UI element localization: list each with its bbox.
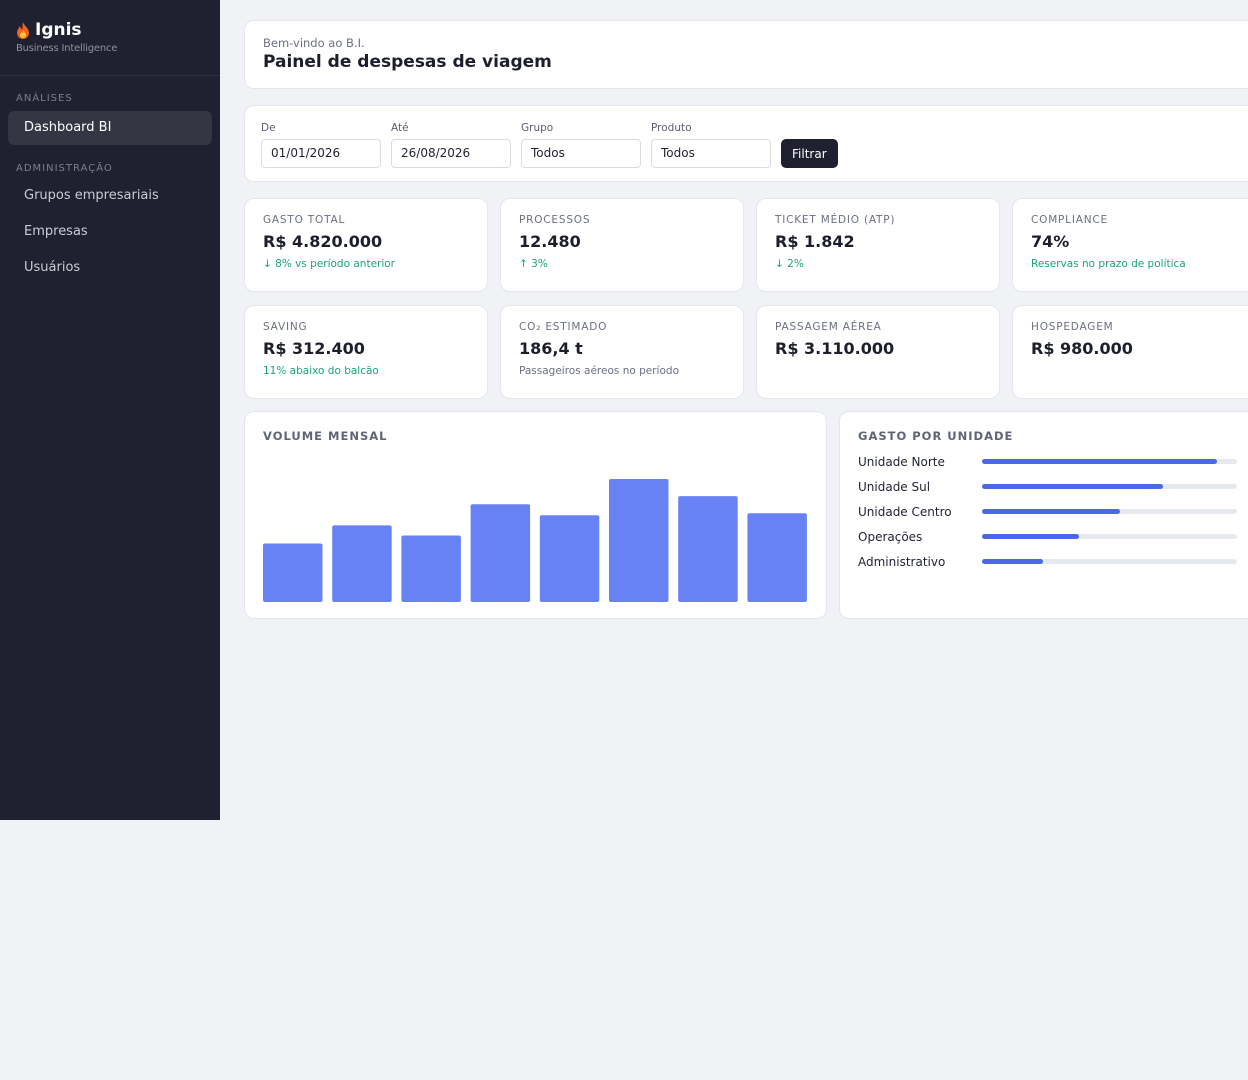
kpi-label: PASSAGEM AÉREA (775, 321, 882, 333)
kpi-note: ↓ 2% (775, 258, 804, 270)
unit-bar-fill (982, 509, 1120, 514)
kpi-card-passagem-aerea: PASSAGEM AÉREA R$ 3.110.000 (756, 305, 1000, 399)
unit-row: Unidade Centro (858, 499, 1245, 524)
sidebar: Ignis Business Intelligence ANÁLISES Das… (0, 0, 220, 820)
kpi-card-hospedagem: HOSPEDAGEM R$ 980.000 (1012, 305, 1248, 399)
volume-bar (332, 525, 392, 602)
volume-bar (747, 513, 807, 602)
brand: Ignis Business Intelligence (0, 0, 220, 76)
filter-from-group: De 01/01/2026 (261, 122, 381, 181)
date-to-input[interactable]: 26/08/2026 (391, 139, 511, 168)
sidebar-item-grupos-empresariais[interactable]: Grupos empresariais (24, 188, 159, 203)
unit-row: Operações (858, 524, 1245, 549)
volume-chart-card: VOLUME MENSAL (244, 411, 827, 619)
nav-section-administracao: ADMINISTRAÇÃO (16, 163, 113, 174)
filter-to-group: Até 26/08/2026 (391, 122, 511, 181)
flame-icon (17, 21, 29, 39)
volume-bar (678, 496, 738, 602)
kpi-label: GASTO TOTAL (263, 214, 346, 226)
unit-label: Unidade Sul (858, 479, 931, 494)
kpi-label: HOSPEDAGEM (1031, 321, 1114, 333)
kpi-value: 74% (1031, 232, 1070, 251)
filter-from-label: De (261, 122, 276, 134)
unit-row: Unidade Norte (858, 449, 1245, 474)
kpi-note: Passageiros aéreos no período (519, 365, 679, 377)
volume-bar (609, 479, 669, 602)
kpi-value: R$ 4.820.000 (263, 232, 383, 251)
unit-bar-track (982, 559, 1237, 564)
filter-button[interactable]: Filtrar (781, 139, 838, 168)
filter-group-group: Grupo Todos (521, 122, 641, 181)
kpi-card-co2: CO₂ ESTIMADO 186,4 t Passageiros aéreos … (500, 305, 744, 399)
kpi-label: CO₂ ESTIMADO (519, 321, 608, 333)
kpi-note: 11% abaixo do balcão (263, 365, 379, 377)
filter-group-label: Grupo (521, 122, 554, 134)
filter-product-label: Produto (651, 122, 692, 134)
unit-bar-fill (982, 534, 1079, 539)
group-select[interactable]: Todos (521, 139, 641, 168)
unit-bar-track (982, 484, 1237, 489)
unit-row: Administrativo (858, 549, 1245, 574)
unit-label: Unidade Centro (858, 504, 952, 519)
kpi-card-compliance: COMPLIANCE 74% Reservas no prazo de polí… (1012, 198, 1248, 292)
kpi-note: ↓ 8% vs período anterior (263, 258, 396, 270)
unit-bar-track (982, 509, 1237, 514)
volume-bar (401, 535, 461, 602)
kpi-label: COMPLIANCE (1031, 214, 1108, 226)
filter-product-group: Produto Todos (651, 122, 771, 181)
nav-section-analises: ANÁLISES (16, 93, 73, 104)
unit-label: Unidade Norte (858, 454, 945, 469)
sidebar-item-dashboard-bi[interactable]: Dashboard BI (8, 111, 212, 145)
unit-row: Unidade Sul (858, 474, 1245, 499)
volume-chart (263, 479, 807, 602)
unit-spend-card: GASTO POR UNIDADE Unidade Norte Unidade … (839, 411, 1248, 619)
kpi-card-processos: PROCESSOS 12.480 ↑ 3% (500, 198, 744, 292)
unit-bar-track (982, 534, 1237, 539)
sidebar-item-usuarios[interactable]: Usuários (24, 260, 81, 275)
kpi-label: TICKET MÉDIO (ATP) (775, 214, 896, 226)
volume-bar (470, 504, 531, 602)
kpi-value: 186,4 t (519, 339, 583, 358)
kpi-card-gasto-total: GASTO TOTAL R$ 4.820.000 ↓ 8% vs período… (244, 198, 488, 292)
unit-list: Unidade Norte Unidade Sul Unidade Centro… (858, 449, 1245, 574)
unit-bar-track (982, 459, 1237, 464)
brand-subtitle: Business Intelligence (16, 43, 118, 54)
kpi-card-ticket-medio: TICKET MÉDIO (ATP) R$ 1.842 ↓ 2% (756, 198, 1000, 292)
date-from-input[interactable]: 01/01/2026 (261, 139, 381, 168)
kpi-value: 12.480 (519, 232, 581, 251)
volume-bar (539, 515, 600, 602)
welcome-text: Bem-vindo ao B.I. (263, 36, 365, 50)
unit-bar-fill (982, 484, 1164, 489)
page-title: Painel de despesas de viagem (263, 52, 552, 72)
kpi-value: R$ 3.110.000 (775, 339, 895, 358)
kpi-card-saving: SAVING R$ 312.400 11% abaixo do balcão (244, 305, 488, 399)
unit-bar-fill (982, 459, 1217, 464)
unit-label: Operações (858, 529, 923, 544)
kpi-value: R$ 312.400 (263, 339, 365, 358)
brand-name: Ignis (35, 20, 82, 40)
unit-bar-fill (982, 559, 1044, 564)
product-select[interactable]: Todos (651, 139, 771, 168)
kpi-value: R$ 1.842 (775, 232, 855, 251)
volume-bar (263, 543, 323, 602)
kpi-label: SAVING (263, 321, 308, 333)
unit-spend-title: GASTO POR UNIDADE (858, 429, 1014, 443)
filter-to-label: Até (391, 122, 409, 134)
kpi-note: ↑ 3% (519, 258, 548, 270)
kpi-value: R$ 980.000 (1031, 339, 1133, 358)
volume-chart-title: VOLUME MENSAL (263, 429, 388, 443)
kpi-label: PROCESSOS (519, 214, 591, 226)
sidebar-item-empresas[interactable]: Empresas (24, 224, 88, 239)
kpi-note: Reservas no prazo de política (1031, 258, 1186, 270)
header-card: Bem-vindo ao B.I. Painel de despesas de … (244, 20, 1248, 89)
filter-bar: De 01/01/2026 Até 26/08/2026 Grupo Todos… (244, 105, 1248, 182)
unit-label: Administrativo (858, 554, 946, 569)
